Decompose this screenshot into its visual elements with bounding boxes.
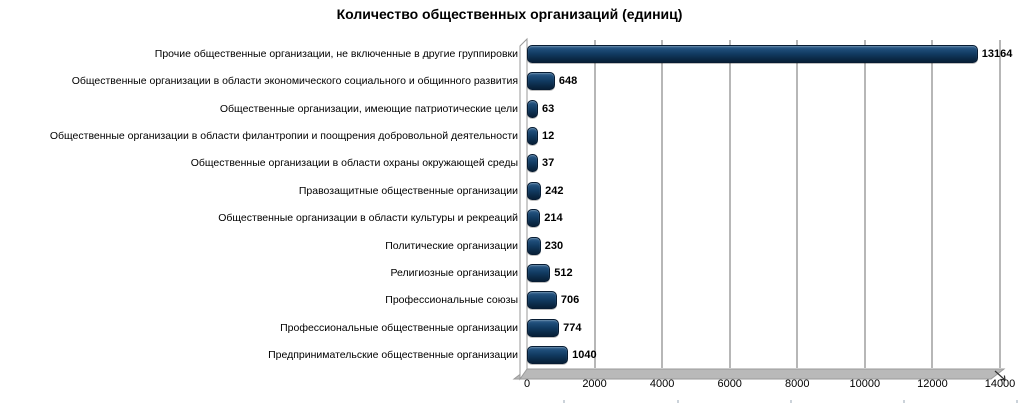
bar — [527, 72, 555, 91]
category-label: Профессиональные общественные организаци… — [280, 321, 518, 334]
bar — [527, 44, 978, 63]
category-label: Предпринимательские общественные организ… — [268, 349, 518, 362]
value-label: 512 — [554, 267, 573, 280]
bar — [527, 154, 538, 173]
gridline — [999, 40, 1001, 368]
category-label: Общественные организации, имеющие патрио… — [219, 102, 518, 115]
cropped-content-mark — [790, 400, 792, 403]
value-label: 648 — [558, 75, 578, 88]
cropped-content-mark — [677, 400, 679, 403]
x-tick-label: 12000 — [917, 378, 948, 390]
value-label: 774 — [563, 321, 582, 334]
bar — [527, 181, 542, 200]
x-tick-label: 10000 — [849, 378, 881, 390]
bar — [527, 346, 569, 365]
gridline — [931, 40, 934, 368]
x-tick-label: 6000 — [717, 378, 742, 390]
category-label: Общественные организации в области культ… — [218, 212, 518, 225]
bar — [527, 318, 560, 337]
x-tick-label: 14000 — [984, 378, 1016, 390]
x-tick-label: 4000 — [649, 378, 675, 390]
value-label: 230 — [544, 239, 564, 252]
x-axis-arrow-icon — [994, 370, 1006, 381]
gridline — [796, 40, 799, 368]
category-label: Профессиональные союзы — [385, 294, 518, 307]
value-label: 63 — [542, 102, 555, 115]
bar — [527, 264, 551, 283]
chart-wall — [519, 37, 528, 381]
category-label: Прочие общественные организации, не вклю… — [154, 47, 518, 60]
gridline — [863, 40, 866, 368]
chart-floor — [512, 368, 1006, 380]
x-tick-label: 8000 — [785, 378, 810, 390]
value-label: 13164 — [981, 47, 1013, 60]
bar — [527, 209, 541, 228]
category-label: Общественные организации в области эконо… — [71, 75, 518, 88]
category-label: Общественные организации в области филан… — [49, 129, 518, 142]
value-label: 1040 — [572, 349, 597, 362]
category-label: Общественные организации в области охран… — [190, 157, 518, 170]
chart-title: Количество общественных организаций (еди… — [336, 6, 683, 22]
x-tick-label: 0 — [523, 378, 531, 390]
cropped-content-mark — [563, 400, 565, 403]
gridline — [593, 40, 596, 368]
value-label: 12 — [542, 129, 555, 142]
x-tick-label: 2000 — [582, 378, 607, 390]
cropped-content-mark — [903, 400, 905, 403]
bar — [527, 236, 541, 255]
category-label: Религиозные организации — [390, 267, 518, 280]
value-label: 214 — [544, 212, 563, 225]
category-label: Правозащитные общественные организации — [298, 184, 518, 197]
bar — [527, 126, 538, 145]
gridline — [728, 40, 731, 368]
bar — [527, 99, 538, 118]
category-label: Политические организации — [385, 239, 518, 252]
value-label: 706 — [560, 294, 580, 307]
bar — [527, 291, 557, 310]
value-label: 37 — [542, 157, 555, 170]
gridline — [661, 40, 664, 368]
cropped-content-mark — [1016, 400, 1018, 403]
value-label: 242 — [545, 184, 564, 197]
